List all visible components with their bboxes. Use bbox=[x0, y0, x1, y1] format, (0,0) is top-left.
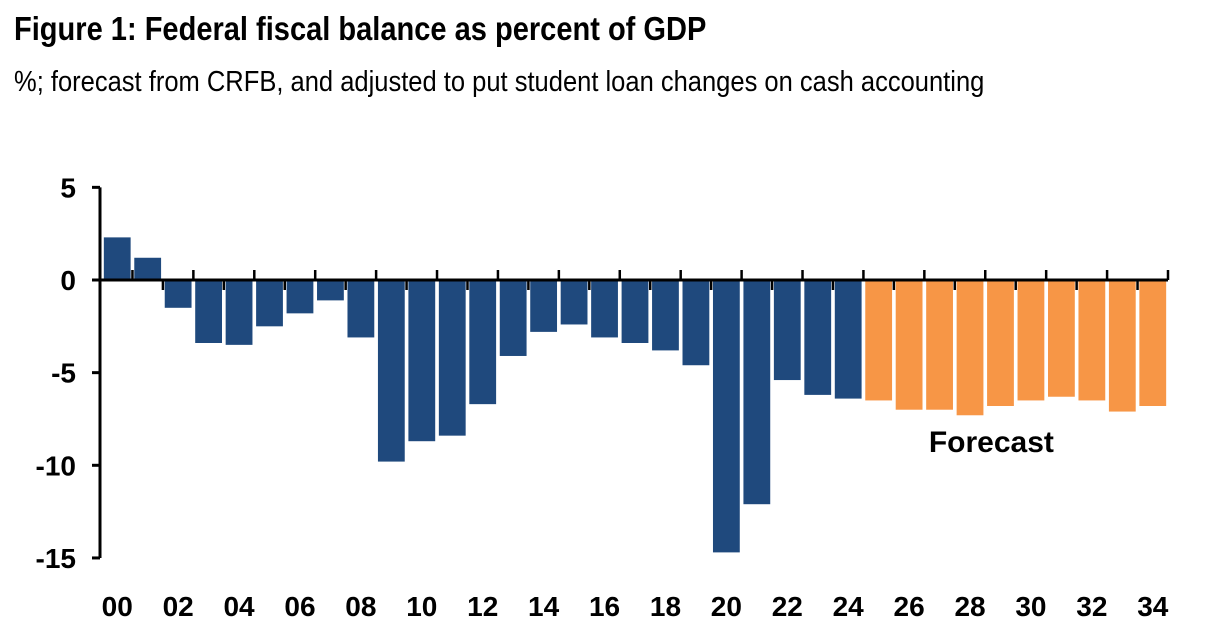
x-tick-label: 20 bbox=[711, 591, 742, 621]
x-tick-label: 08 bbox=[345, 591, 376, 621]
x-tick-label: 00 bbox=[102, 591, 133, 621]
forecast-bar-30 bbox=[1017, 280, 1045, 401]
y-tick-label: -10 bbox=[36, 450, 76, 481]
forecast-bar-26 bbox=[895, 280, 923, 410]
x-tick-label: 10 bbox=[406, 591, 437, 621]
x-tick-label: 18 bbox=[650, 591, 681, 621]
forecast-bar-29 bbox=[987, 280, 1014, 406]
forecast-bar-27 bbox=[926, 280, 953, 410]
x-tick-label: 22 bbox=[772, 591, 803, 621]
x-tick-label: 12 bbox=[467, 591, 498, 621]
chart-subtitle: %; forecast from CRFB, and adjusted to p… bbox=[14, 66, 985, 98]
bar-05 bbox=[256, 280, 283, 327]
bar-16 bbox=[591, 280, 618, 338]
forecast-bar-31 bbox=[1048, 280, 1075, 397]
x-tick-label: 04 bbox=[223, 591, 255, 621]
forecast-annotation: Forecast bbox=[929, 426, 1054, 459]
forecast-bar-25 bbox=[865, 280, 893, 401]
bar-00 bbox=[103, 237, 131, 280]
y-tick-label: 0 bbox=[60, 265, 76, 296]
bar-23 bbox=[804, 280, 832, 395]
bar-19 bbox=[682, 280, 710, 366]
x-tick-label: 16 bbox=[589, 591, 620, 621]
bar-11 bbox=[438, 280, 466, 436]
bars-group bbox=[103, 237, 1167, 553]
bar-01 bbox=[134, 257, 162, 280]
bar-21 bbox=[743, 280, 771, 505]
x-tick-label: 14 bbox=[528, 591, 560, 621]
x-tick-label: 26 bbox=[894, 591, 925, 621]
forecast-bar-28 bbox=[956, 280, 984, 416]
bar-10 bbox=[408, 280, 436, 442]
bar-14 bbox=[530, 280, 558, 332]
bar-22 bbox=[773, 280, 801, 381]
bar-17 bbox=[621, 280, 649, 343]
x-tick-label: 24 bbox=[833, 591, 865, 621]
bar-06 bbox=[286, 280, 314, 314]
bar-15 bbox=[560, 280, 588, 325]
bar-20 bbox=[712, 280, 740, 553]
y-tick-label: 5 bbox=[60, 172, 76, 203]
bar-07 bbox=[317, 280, 344, 301]
x-tick-label: 30 bbox=[1015, 591, 1046, 621]
chart-title: Figure 1: Federal fiscal balance as perc… bbox=[14, 10, 707, 47]
forecast-bar-32 bbox=[1078, 280, 1106, 401]
x-tick-label: 34 bbox=[1137, 591, 1169, 621]
x-tick-label: 02 bbox=[163, 591, 194, 621]
bar-12 bbox=[469, 280, 497, 405]
x-tick-label: 06 bbox=[284, 591, 315, 621]
forecast-bar-33 bbox=[1108, 280, 1136, 412]
bar-03 bbox=[195, 280, 222, 343]
bar-09 bbox=[377, 280, 405, 462]
bar-08 bbox=[347, 280, 375, 338]
forecast-bar-34 bbox=[1139, 280, 1167, 406]
bar-02 bbox=[164, 280, 192, 308]
x-tick-label: 28 bbox=[954, 591, 985, 621]
axes-group bbox=[92, 185, 1170, 560]
bar-24 bbox=[834, 280, 862, 399]
x-tick-label: 32 bbox=[1076, 591, 1107, 621]
bar-18 bbox=[652, 280, 679, 351]
labels-group: 5 0 -5 -10 -15 00 02 04 06 08 10 12 14 16 18 20 22 24 26 28… bbox=[36, 172, 1169, 621]
y-tick-label: -5 bbox=[51, 358, 76, 389]
bar-13 bbox=[499, 280, 527, 356]
y-tick-label: -15 bbox=[36, 543, 76, 574]
bar-04 bbox=[225, 280, 253, 345]
